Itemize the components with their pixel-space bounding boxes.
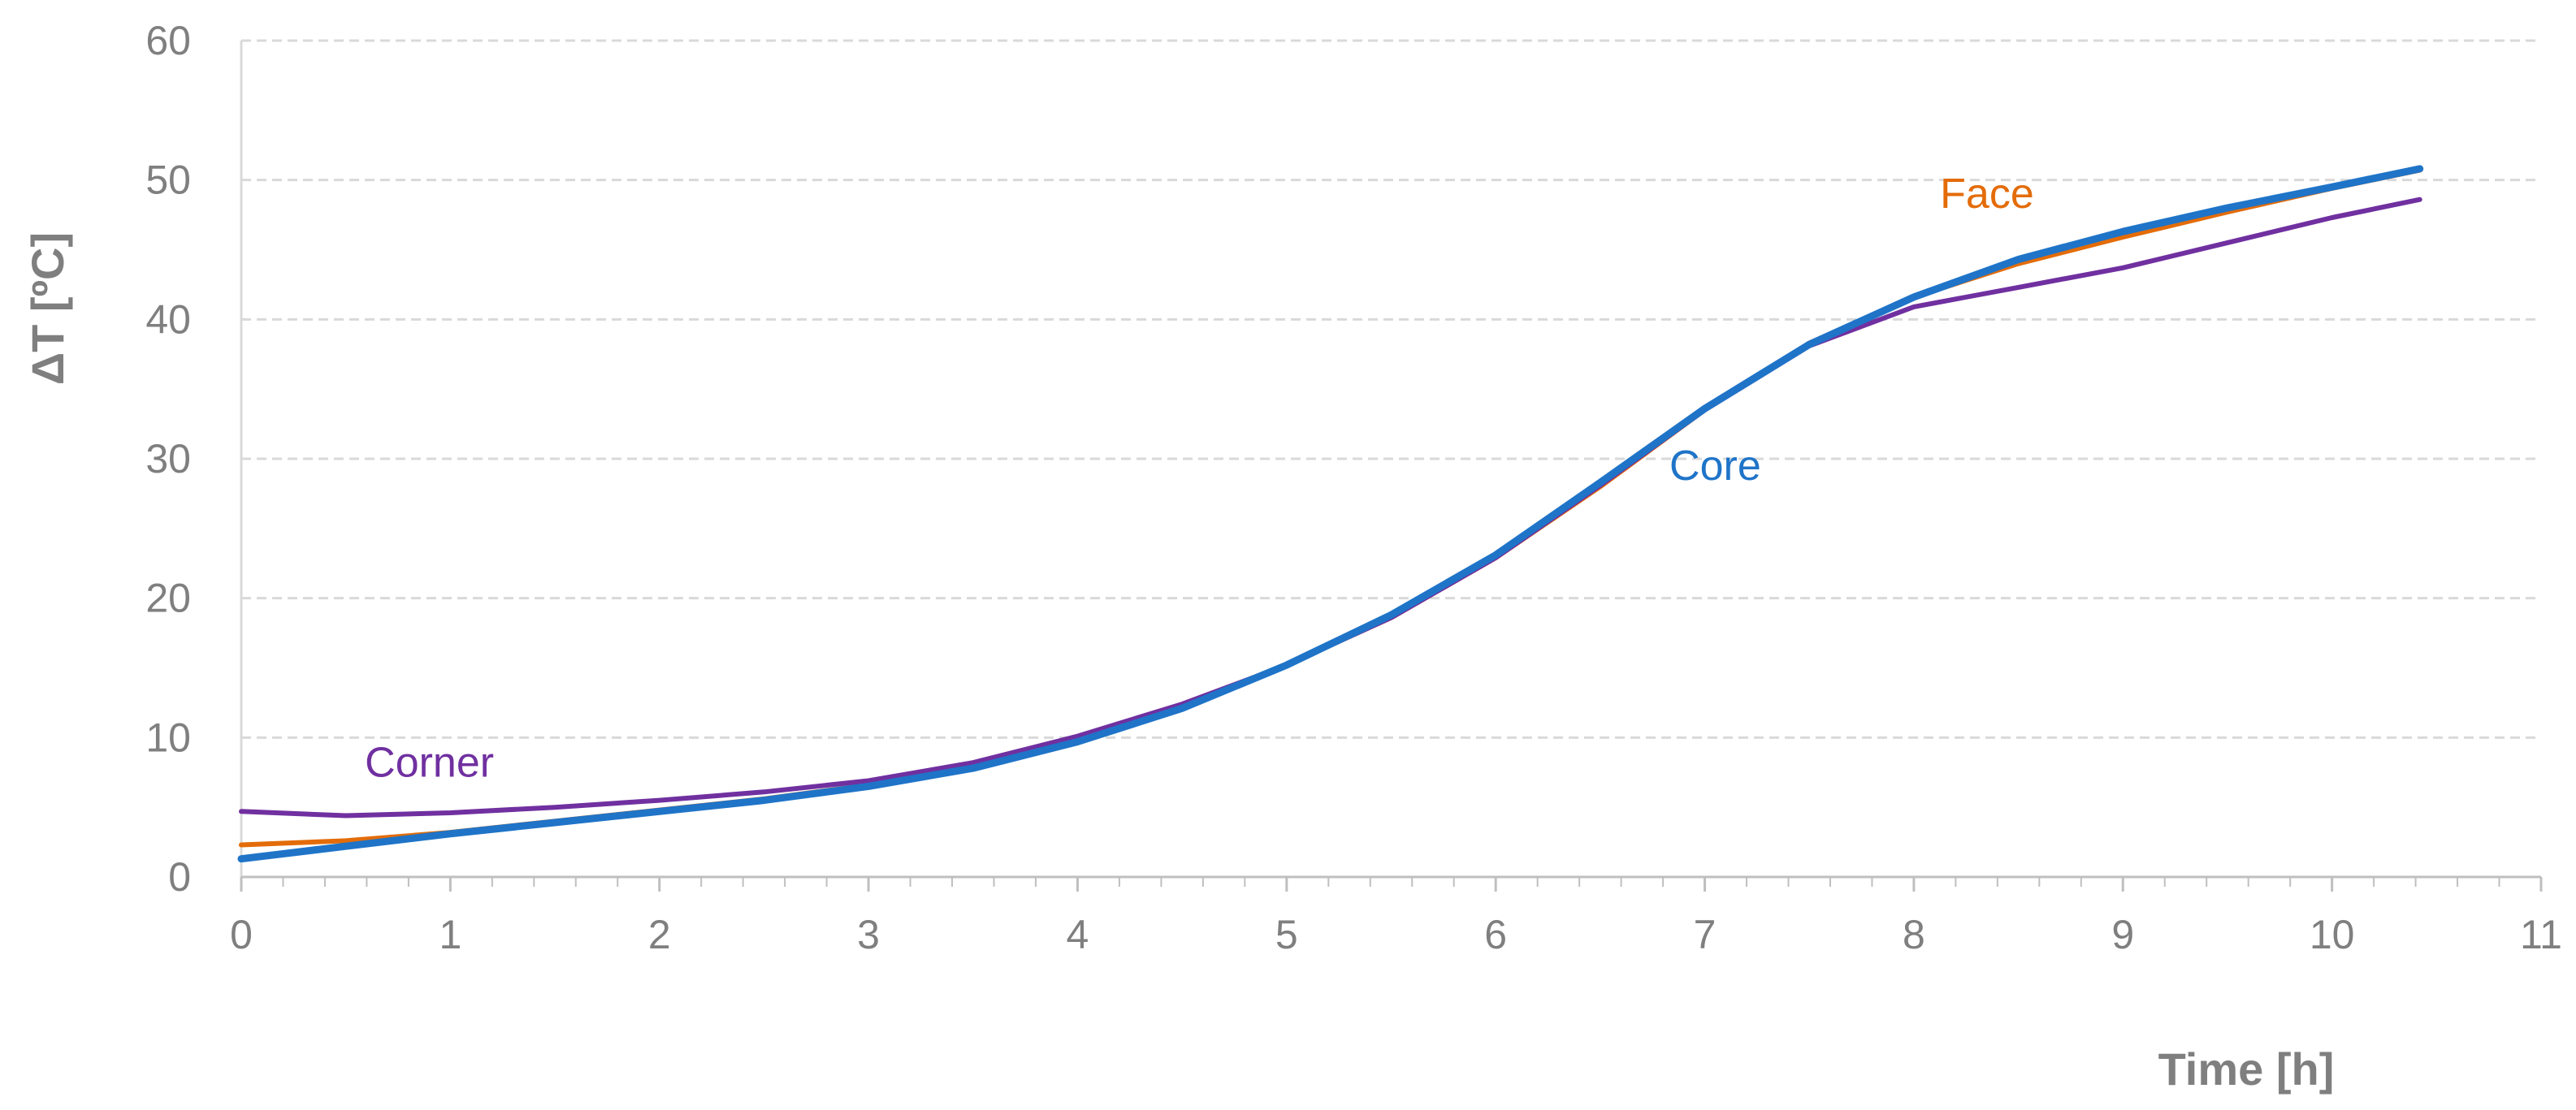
x-tick-label: 7 <box>1694 912 1717 957</box>
series-label-face: Face <box>1940 171 2034 218</box>
series-labels: Face Core Corner <box>365 171 2034 786</box>
x-tick-label: 5 <box>1275 912 1298 957</box>
x-tick-label: 8 <box>1903 912 1925 957</box>
gridlines <box>241 39 2541 739</box>
x-tick-label: 2 <box>648 912 671 957</box>
series-label-core: Core <box>1669 443 1761 490</box>
y-tick-label: 60 <box>145 18 191 63</box>
x-tick-label: 4 <box>1067 912 1089 957</box>
y-axis-title: ΔT [ºC] <box>22 232 73 385</box>
x-axis-title: Time [h] <box>2158 1043 2335 1095</box>
ticks: 0 10 20 30 40 50 60 0 1 2 3 4 5 6 7 8 9 10 11 <box>145 18 2562 957</box>
y-tick-label: 10 <box>145 715 191 760</box>
x-tick-label: 9 <box>2111 912 2134 957</box>
axes <box>240 41 2541 879</box>
series-lines <box>237 165 2424 863</box>
x-tick-label: 11 <box>2520 912 2562 957</box>
y-tick-label: 50 <box>145 158 191 203</box>
series-label-corner: Corner <box>365 739 494 786</box>
x-tick-label: 6 <box>1484 912 1507 957</box>
x-tick-label: 3 <box>857 912 880 957</box>
x-tick-label: 10 <box>2310 912 2355 957</box>
y-tick-label: 40 <box>145 296 191 342</box>
y-tick-label: 0 <box>168 854 191 900</box>
x-tick-label: 1 <box>439 912 461 957</box>
series-line-core <box>237 165 2424 863</box>
x-tick-label: 0 <box>230 912 253 957</box>
series-line-corner <box>239 197 2422 818</box>
y-tick-label: 30 <box>145 436 191 482</box>
y-tick-label: 20 <box>145 576 191 621</box>
